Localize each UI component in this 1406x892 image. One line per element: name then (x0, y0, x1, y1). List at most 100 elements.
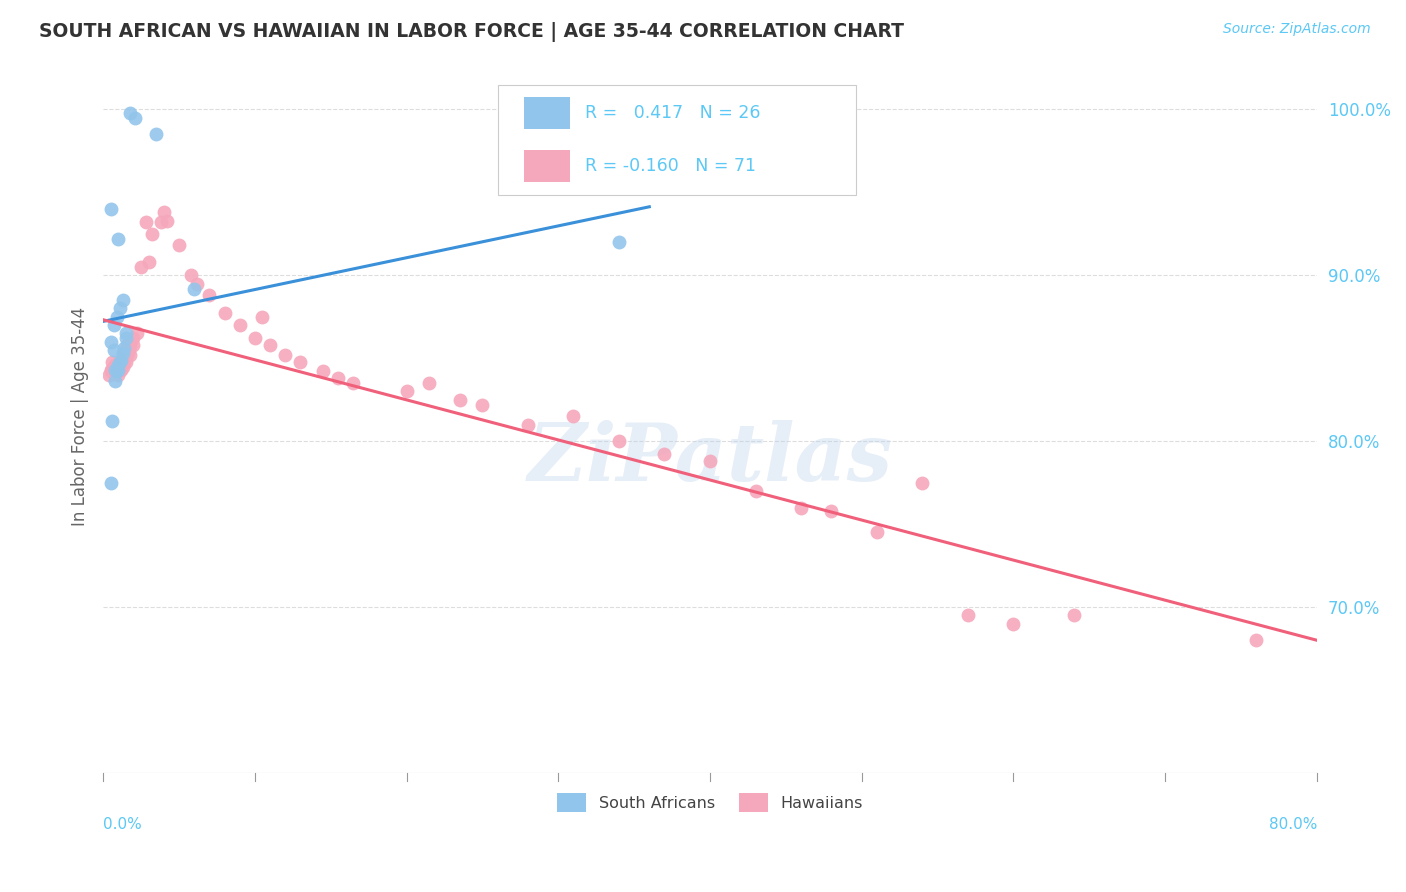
Point (111, 359, 134, 374)
Point (108, 301, 131, 316)
Point (104, 375, 127, 389)
Point (117, 338, 139, 352)
Point (107, 232, 129, 246)
Point (105, 358, 128, 372)
Point (699, 454, 721, 468)
Point (107, 368, 129, 382)
Point (180, 268, 202, 283)
Point (107, 363, 129, 377)
Point (115, 343, 138, 357)
Text: SOUTH AFRICAN VS HAWAIIAN IN LABOR FORCE | AGE 35-44 CORRELATION CHART: SOUTH AFRICAN VS HAWAIIAN IN LABOR FORCE… (39, 22, 904, 42)
Point (107, 363, 129, 377)
Point (118, 343, 141, 357)
Text: R =   0.417   N = 26: R = 0.417 N = 26 (585, 104, 761, 122)
Point (129, 260, 152, 274)
Y-axis label: In Labor Force | Age 35-44: In Labor Force | Age 35-44 (72, 307, 89, 526)
Point (956, 608, 979, 623)
Point (120, 348, 142, 362)
FancyBboxPatch shape (498, 85, 856, 195)
Point (790, 500, 813, 515)
Point (562, 409, 585, 424)
Point (654, 447, 676, 461)
Point (105, 364, 128, 378)
Point (115, 326, 138, 341)
Point (312, 364, 335, 378)
Point (107, 358, 129, 372)
Point (110, 352, 132, 367)
Point (1002, 616, 1025, 631)
Point (1063, 608, 1085, 623)
Point (911, 475, 934, 490)
Point (744, 483, 766, 498)
Point (124, 111, 146, 125)
Point (100, 475, 122, 490)
Point (186, 277, 208, 291)
Point (141, 227, 163, 241)
Point (120, 105, 142, 120)
Point (274, 348, 297, 362)
Point (243, 331, 266, 345)
Point (607, 434, 630, 449)
Point (117, 348, 139, 362)
Point (156, 213, 179, 227)
Point (108, 363, 131, 377)
Point (290, 354, 312, 368)
Point (820, 504, 842, 518)
Point (167, 238, 190, 252)
Point (108, 356, 131, 370)
Point (98, 368, 121, 382)
Point (105, 364, 128, 378)
Legend: South Africans, Hawaiians: South Africans, Hawaiians (551, 786, 869, 819)
Point (112, 354, 135, 368)
Point (138, 255, 160, 269)
Point (112, 341, 135, 355)
Text: 80.0%: 80.0% (1268, 817, 1317, 832)
Point (100, 364, 122, 378)
Point (198, 288, 221, 302)
Point (607, 235, 630, 249)
Point (449, 392, 471, 407)
Point (110, 354, 132, 368)
Point (125, 326, 148, 341)
Point (101, 414, 124, 428)
Point (866, 525, 889, 540)
Point (115, 354, 138, 368)
Point (122, 331, 145, 345)
Point (252, 310, 274, 324)
Point (105, 310, 128, 324)
Point (101, 354, 124, 368)
Point (135, 215, 157, 229)
Point (328, 371, 350, 385)
Point (104, 358, 127, 372)
Text: 0.0%: 0.0% (103, 817, 142, 832)
Point (103, 364, 125, 378)
Point (103, 343, 125, 357)
Point (145, 128, 167, 142)
Point (107, 356, 129, 370)
Point (100, 334, 122, 349)
Text: Source: ZipAtlas.com: Source: ZipAtlas.com (1223, 22, 1371, 37)
Point (228, 318, 250, 332)
Point (153, 205, 176, 219)
Point (104, 363, 127, 377)
Point (120, 338, 142, 352)
Point (103, 318, 125, 332)
Text: ZiPatlas: ZiPatlas (527, 420, 893, 498)
Point (122, 338, 145, 352)
FancyBboxPatch shape (524, 97, 571, 129)
Point (342, 376, 364, 390)
Point (149, 215, 172, 229)
Point (111, 293, 134, 307)
Point (112, 348, 135, 362)
Point (1244, 633, 1267, 648)
Point (100, 202, 122, 216)
Point (183, 281, 205, 295)
Point (259, 338, 281, 352)
FancyBboxPatch shape (524, 150, 571, 182)
Point (111, 348, 134, 362)
Point (418, 376, 440, 390)
Point (111, 346, 134, 360)
Point (214, 306, 236, 320)
Point (110, 363, 132, 377)
Point (103, 359, 125, 374)
